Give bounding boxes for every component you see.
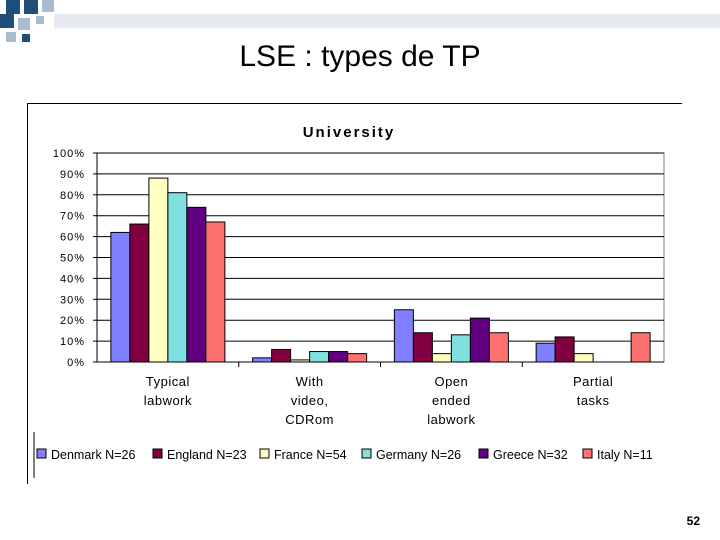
bar: [573, 353, 594, 363]
bar: [252, 357, 273, 363]
legend-label: France N=54: [274, 448, 347, 462]
x-tick-label: Open: [434, 374, 468, 389]
x-tick-label: With: [296, 374, 324, 389]
legend-label: Denmark N=26: [51, 448, 135, 462]
bar: [347, 353, 368, 363]
y-tick-label: 60%: [60, 232, 85, 244]
deco-line: [54, 11, 720, 29]
bar: [309, 351, 330, 363]
bar: [630, 332, 651, 363]
legend-swatch: [36, 448, 47, 459]
y-tick-label: 30%: [60, 294, 85, 306]
legend-swatch: [152, 448, 163, 459]
chart-frame: [27, 103, 682, 484]
y-tick-label: 40%: [60, 273, 85, 285]
chart-title: University: [303, 124, 396, 141]
bar: [450, 334, 471, 363]
deco-square: [18, 18, 30, 30]
bar: [110, 231, 131, 363]
legend-label: Greece N=32: [493, 448, 568, 462]
page-number: 52: [686, 514, 700, 528]
bar: [469, 317, 490, 363]
y-tick-label: 50%: [60, 253, 85, 265]
deco-square: [6, 0, 20, 14]
deco-square: [36, 16, 44, 24]
deco-square: [0, 14, 14, 28]
deco-square: [6, 32, 16, 42]
y-tick-label: 80%: [60, 190, 85, 202]
x-tick-label: Partial: [573, 374, 613, 389]
bar: [554, 336, 575, 363]
legend-swatch: [259, 448, 270, 459]
y-tick-label: 70%: [60, 211, 85, 223]
bar: [290, 359, 311, 363]
x-tick-label: labwork: [144, 393, 192, 408]
y-tick-label: 100%: [53, 148, 85, 160]
bar: [412, 332, 433, 363]
bar: [328, 351, 349, 363]
bar: [431, 353, 452, 363]
legend-swatch: [361, 448, 372, 459]
x-tick-label: Typical: [146, 374, 190, 389]
deco-square: [24, 0, 38, 14]
y-tick-label: 0%: [67, 357, 85, 369]
legend-label: England N=23: [167, 448, 247, 462]
bar: [488, 332, 509, 363]
y-tick-label: 90%: [60, 169, 85, 181]
legend-swatch: [582, 448, 593, 459]
legend-label: Italy N=11: [597, 448, 653, 462]
bar: [535, 342, 556, 363]
bar: [148, 177, 169, 363]
legend-label: Germany N=26: [376, 448, 461, 462]
deco-square: [22, 34, 30, 42]
x-tick-label: video,: [291, 393, 329, 408]
x-tick-label: labwork: [427, 412, 475, 427]
bar: [205, 221, 226, 363]
slide-title: LSE : types de TP: [239, 40, 481, 73]
y-tick-label: 20%: [60, 315, 85, 327]
y-tick-label: 10%: [60, 336, 85, 348]
bar: [186, 206, 207, 363]
bar: [271, 348, 292, 363]
bar: [393, 309, 414, 363]
bar: [167, 192, 188, 363]
deco-square: [42, 0, 54, 12]
bar: [129, 223, 150, 363]
legend-swatch: [478, 448, 489, 459]
x-tick-label: CDRom: [285, 412, 334, 427]
x-tick-label: ended: [432, 393, 471, 408]
x-tick-label: tasks: [577, 393, 610, 408]
